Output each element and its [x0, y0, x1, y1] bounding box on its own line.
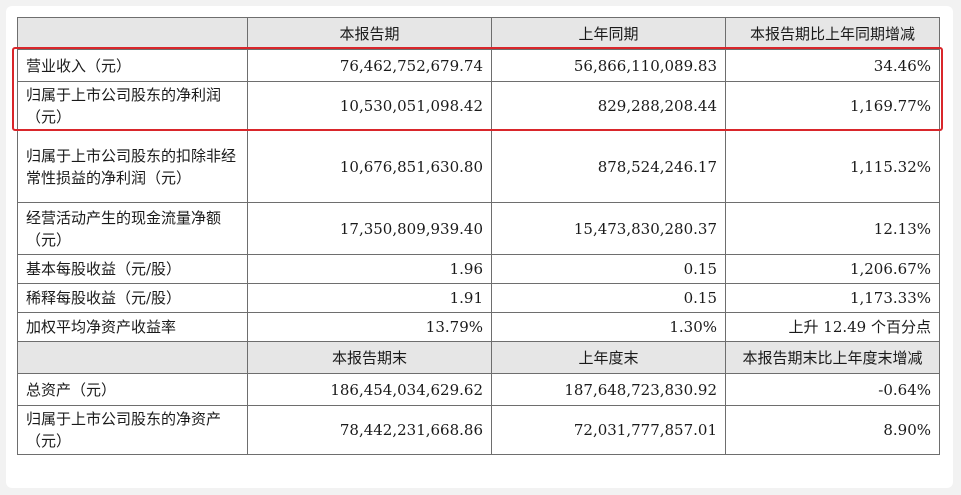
table-row: 稀释每股收益（元/股） 1.91 0.15 1,173.33%	[17, 283, 940, 313]
financial-table: 本报告期 上年同期 本报告期比上年同期增减 营业收入（元） 76,462,752…	[17, 17, 940, 455]
header-blank	[17, 341, 248, 374]
row-change: 上升 12.49 个百分点	[725, 312, 940, 342]
row-label: 总资产（元）	[17, 373, 248, 406]
header-previous: 上年同期	[491, 17, 726, 50]
row-label: 营业收入（元）	[17, 49, 248, 82]
row-current: 10,530,051,098.42	[247, 81, 492, 131]
row-change: 12.13%	[725, 202, 940, 255]
row-previous: 1.30%	[491, 312, 726, 342]
row-change: 8.90%	[725, 405, 940, 455]
table-row: 基本每股收益（元/股） 1.96 0.15 1,206.67%	[17, 254, 940, 284]
table-row: 总资产（元） 186,454,034,629.62 187,648,723,83…	[17, 373, 940, 406]
header-change: 本报告期末比上年度末增减	[725, 341, 940, 374]
row-current: 78,442,231,668.86	[247, 405, 492, 455]
row-change: 1,169.77%	[725, 81, 940, 131]
row-previous: 187,648,723,830.92	[491, 373, 726, 406]
table-row: 经营活动产生的现金流量净额（元） 17,350,809,939.40 15,47…	[17, 202, 940, 255]
row-label: 稀释每股收益（元/股）	[17, 283, 248, 313]
row-current: 13.79%	[247, 312, 492, 342]
row-previous: 72,031,777,857.01	[491, 405, 726, 455]
row-label: 基本每股收益（元/股）	[17, 254, 248, 284]
header-change: 本报告期比上年同期增减	[725, 17, 940, 50]
row-label: 归属于上市公司股东的净资产（元）	[17, 405, 248, 455]
row-previous: 829,288,208.44	[491, 81, 726, 131]
row-change: -0.64%	[725, 373, 940, 406]
row-change: 1,115.32%	[725, 130, 940, 203]
table-header-row: 本报告期末 上年度末 本报告期末比上年度末增减	[17, 341, 940, 374]
row-current: 76,462,752,679.74	[247, 49, 492, 82]
header-current: 本报告期	[247, 17, 492, 50]
row-current: 1.91	[247, 283, 492, 313]
row-change: 34.46%	[725, 49, 940, 82]
row-current: 1.96	[247, 254, 492, 284]
header-current: 本报告期末	[247, 341, 492, 374]
table-row: 归属于上市公司股东的扣除非经常性损益的净利润（元） 10,676,851,630…	[17, 130, 940, 203]
row-label: 加权平均净资产收益率	[17, 312, 248, 342]
row-previous: 15,473,830,280.37	[491, 202, 726, 255]
row-current: 17,350,809,939.40	[247, 202, 492, 255]
row-previous: 0.15	[491, 254, 726, 284]
table-row: 加权平均净资产收益率 13.79% 1.30% 上升 12.49 个百分点	[17, 312, 940, 342]
row-label: 归属于上市公司股东的净利润（元）	[17, 81, 248, 131]
row-change: 1,173.33%	[725, 283, 940, 313]
row-current: 186,454,034,629.62	[247, 373, 492, 406]
table-row: 营业收入（元） 76,462,752,679.74 56,866,110,089…	[17, 49, 940, 82]
row-previous: 0.15	[491, 283, 726, 313]
row-current: 10,676,851,630.80	[247, 130, 492, 203]
row-previous: 56,866,110,089.83	[491, 49, 726, 82]
table-row: 归属于上市公司股东的净利润（元） 10,530,051,098.42 829,2…	[17, 81, 940, 131]
header-previous: 上年度末	[491, 341, 726, 374]
row-change: 1,206.67%	[725, 254, 940, 284]
header-blank	[17, 17, 248, 50]
row-label: 归属于上市公司股东的扣除非经常性损益的净利润（元）	[17, 130, 248, 203]
row-previous: 878,524,246.17	[491, 130, 726, 203]
table-header-row: 本报告期 上年同期 本报告期比上年同期增减	[17, 17, 940, 50]
table-row: 归属于上市公司股东的净资产（元） 78,442,231,668.86 72,03…	[17, 405, 940, 455]
row-label: 经营活动产生的现金流量净额（元）	[17, 202, 248, 255]
